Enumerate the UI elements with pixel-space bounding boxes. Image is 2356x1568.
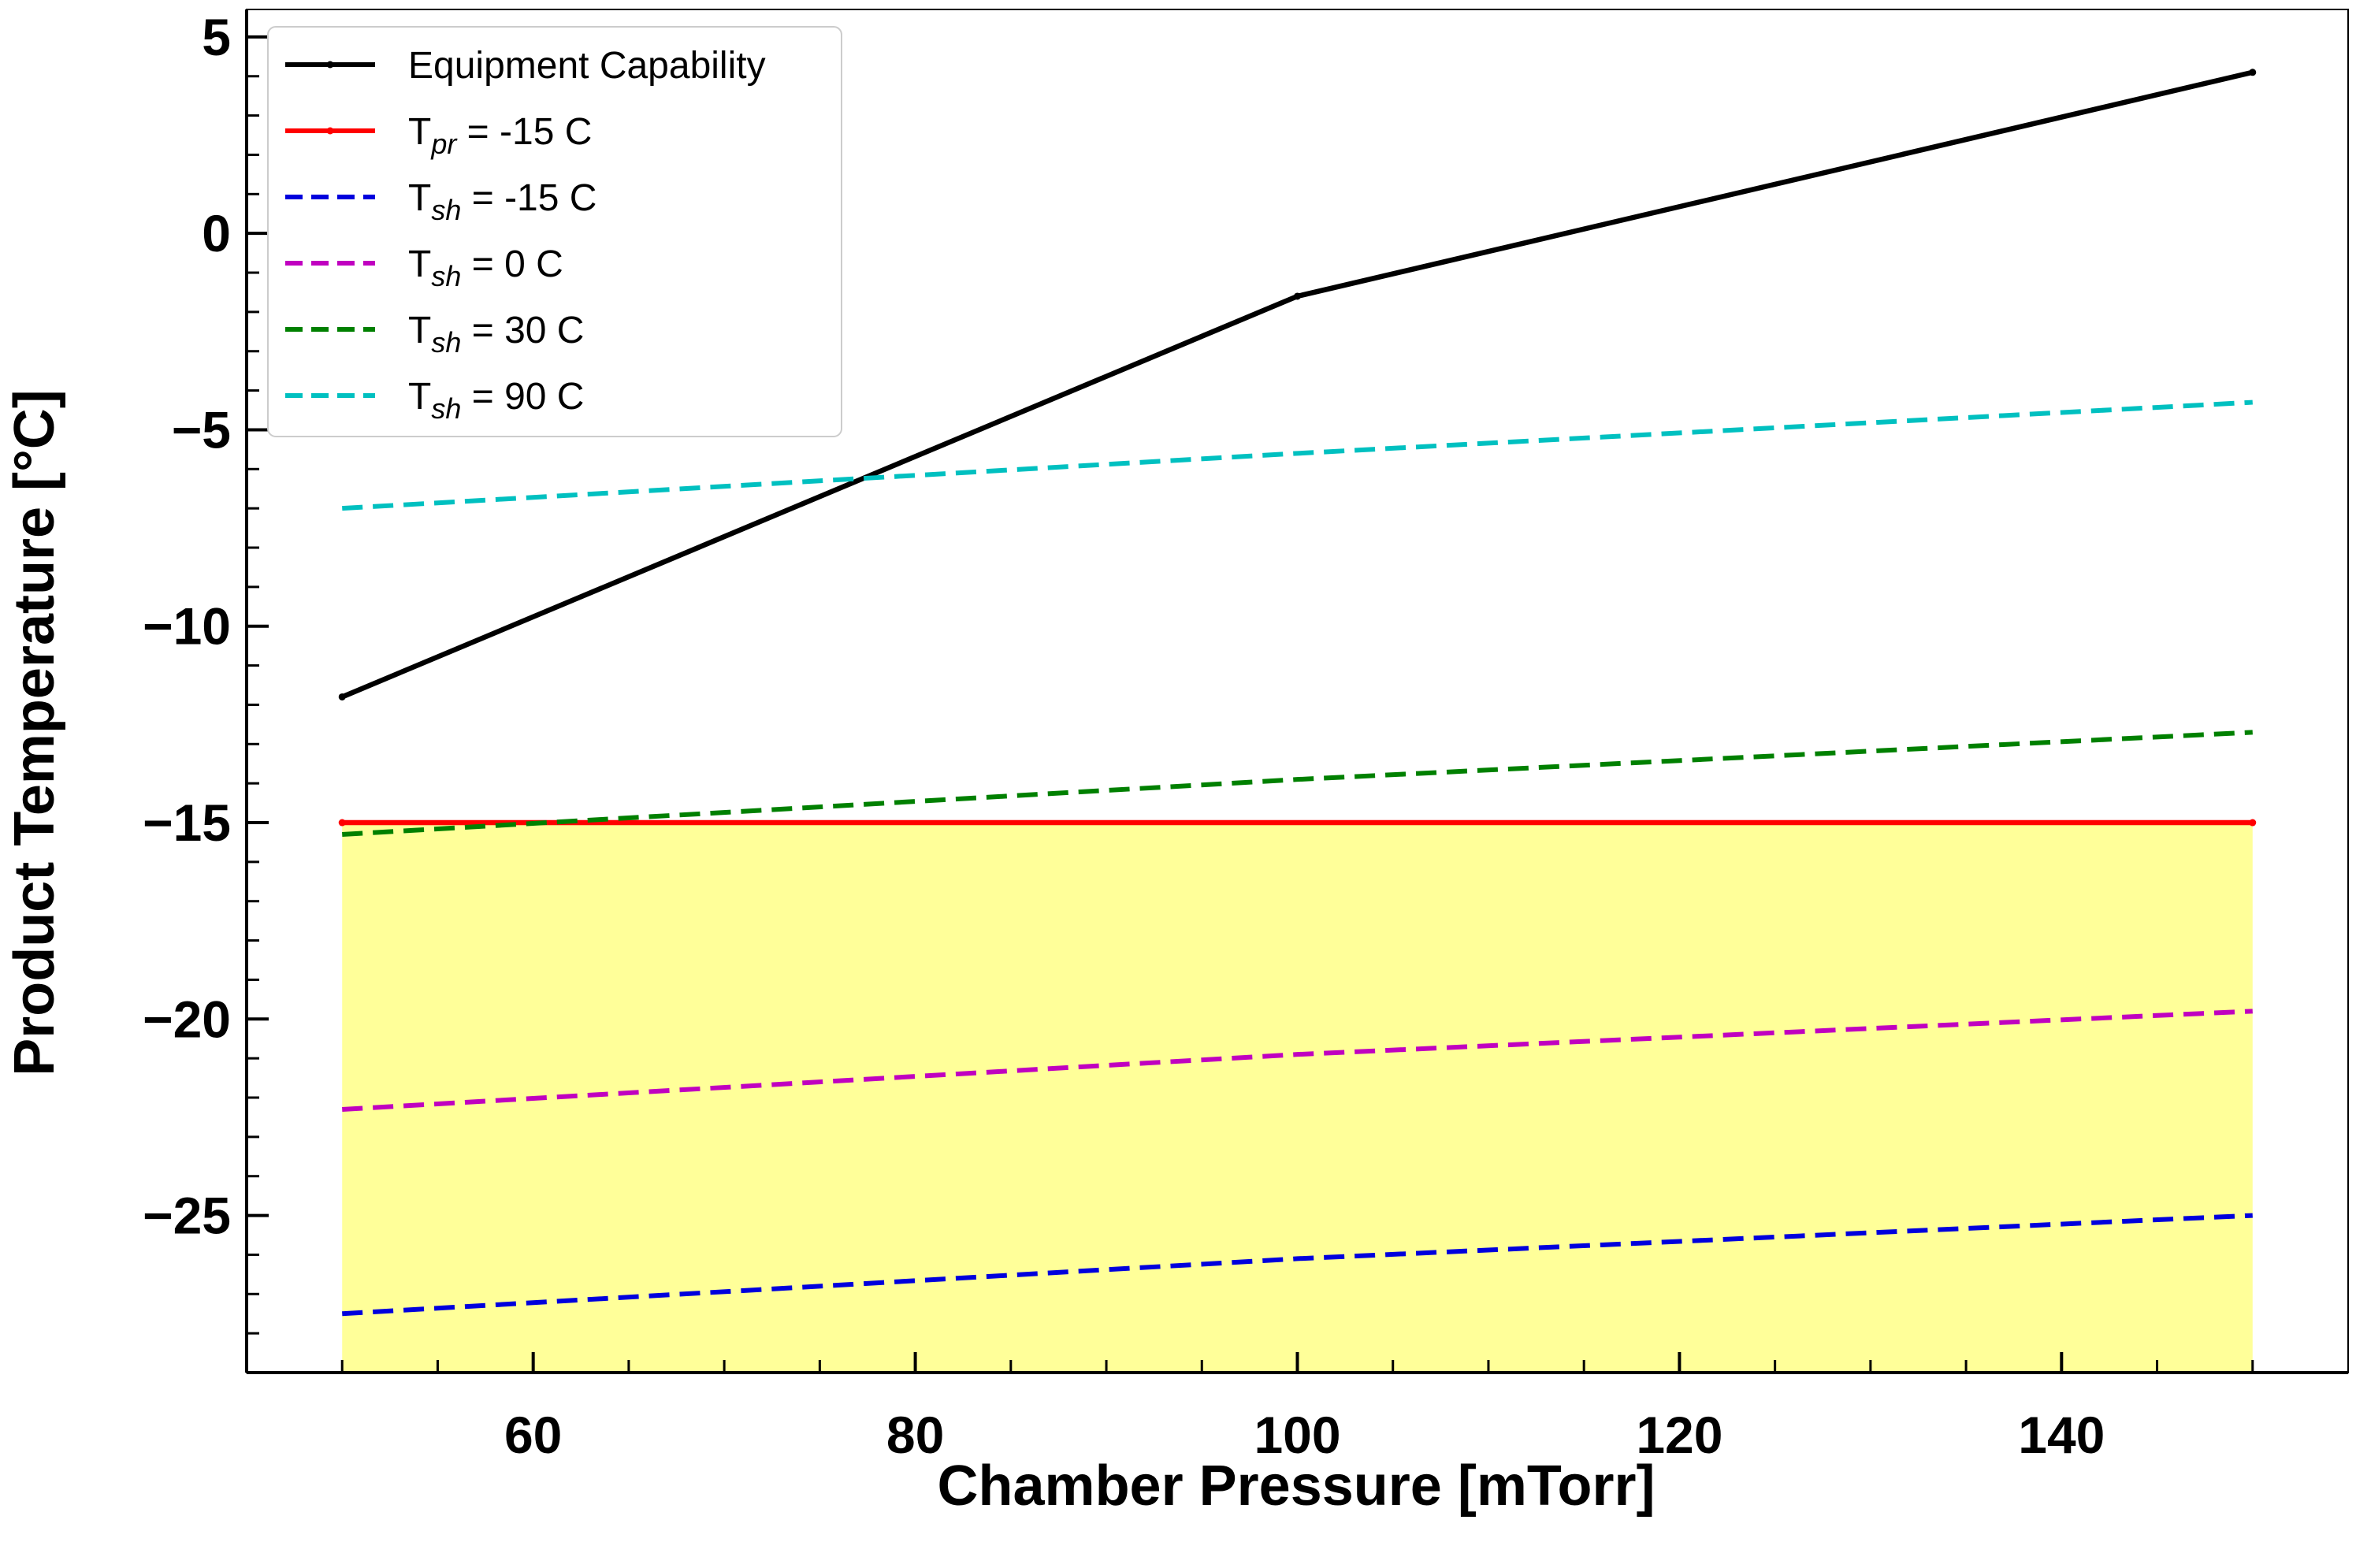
series-line-3: [342, 1009, 2253, 1112]
legend-marker-0: [326, 61, 334, 69]
series-point-0: [1294, 292, 1301, 300]
x-tick-label: 120: [1636, 1406, 1722, 1464]
series-line-4: [342, 730, 2253, 837]
y-tick-label: −15: [143, 793, 231, 852]
x-tick-label: 80: [886, 1406, 944, 1464]
y-tick-label: −10: [143, 597, 231, 656]
y-tick-label: 0: [202, 204, 231, 262]
y-tick-label: −25: [143, 1187, 231, 1245]
series-point-1: [338, 819, 346, 827]
y-tick-label: −20: [143, 990, 231, 1048]
legend-label-3: Tsh = 0 C: [408, 243, 563, 292]
series-point-0: [338, 693, 346, 700]
x-axis-title: Chamber Pressure [mTorr]: [938, 1455, 1656, 1518]
legend-label-0: Equipment Capability: [408, 45, 766, 87]
feasible-region: [342, 823, 2253, 1373]
legend-label-2: Tsh = -15 C: [408, 177, 596, 226]
x-tick-label: 60: [504, 1406, 562, 1464]
legend-marker-1: [326, 127, 334, 135]
legend-box: [267, 26, 842, 437]
series-point-1: [2249, 819, 2257, 827]
y-tick-label: 5: [202, 8, 231, 66]
x-tick-label: 140: [2018, 1406, 2105, 1464]
legend-label-1: Tpr = -15 C: [408, 111, 592, 160]
series-line-2: [342, 1213, 2253, 1317]
series-line-5: [342, 399, 2253, 511]
legend-label-5: Tsh = 90 C: [408, 376, 584, 425]
x-tick-label: 100: [1254, 1406, 1340, 1464]
series-point-0: [2249, 69, 2257, 76]
y-axis-title: Product Temperature [°C]: [3, 389, 66, 1076]
y-tick-label: −5: [172, 400, 231, 459]
